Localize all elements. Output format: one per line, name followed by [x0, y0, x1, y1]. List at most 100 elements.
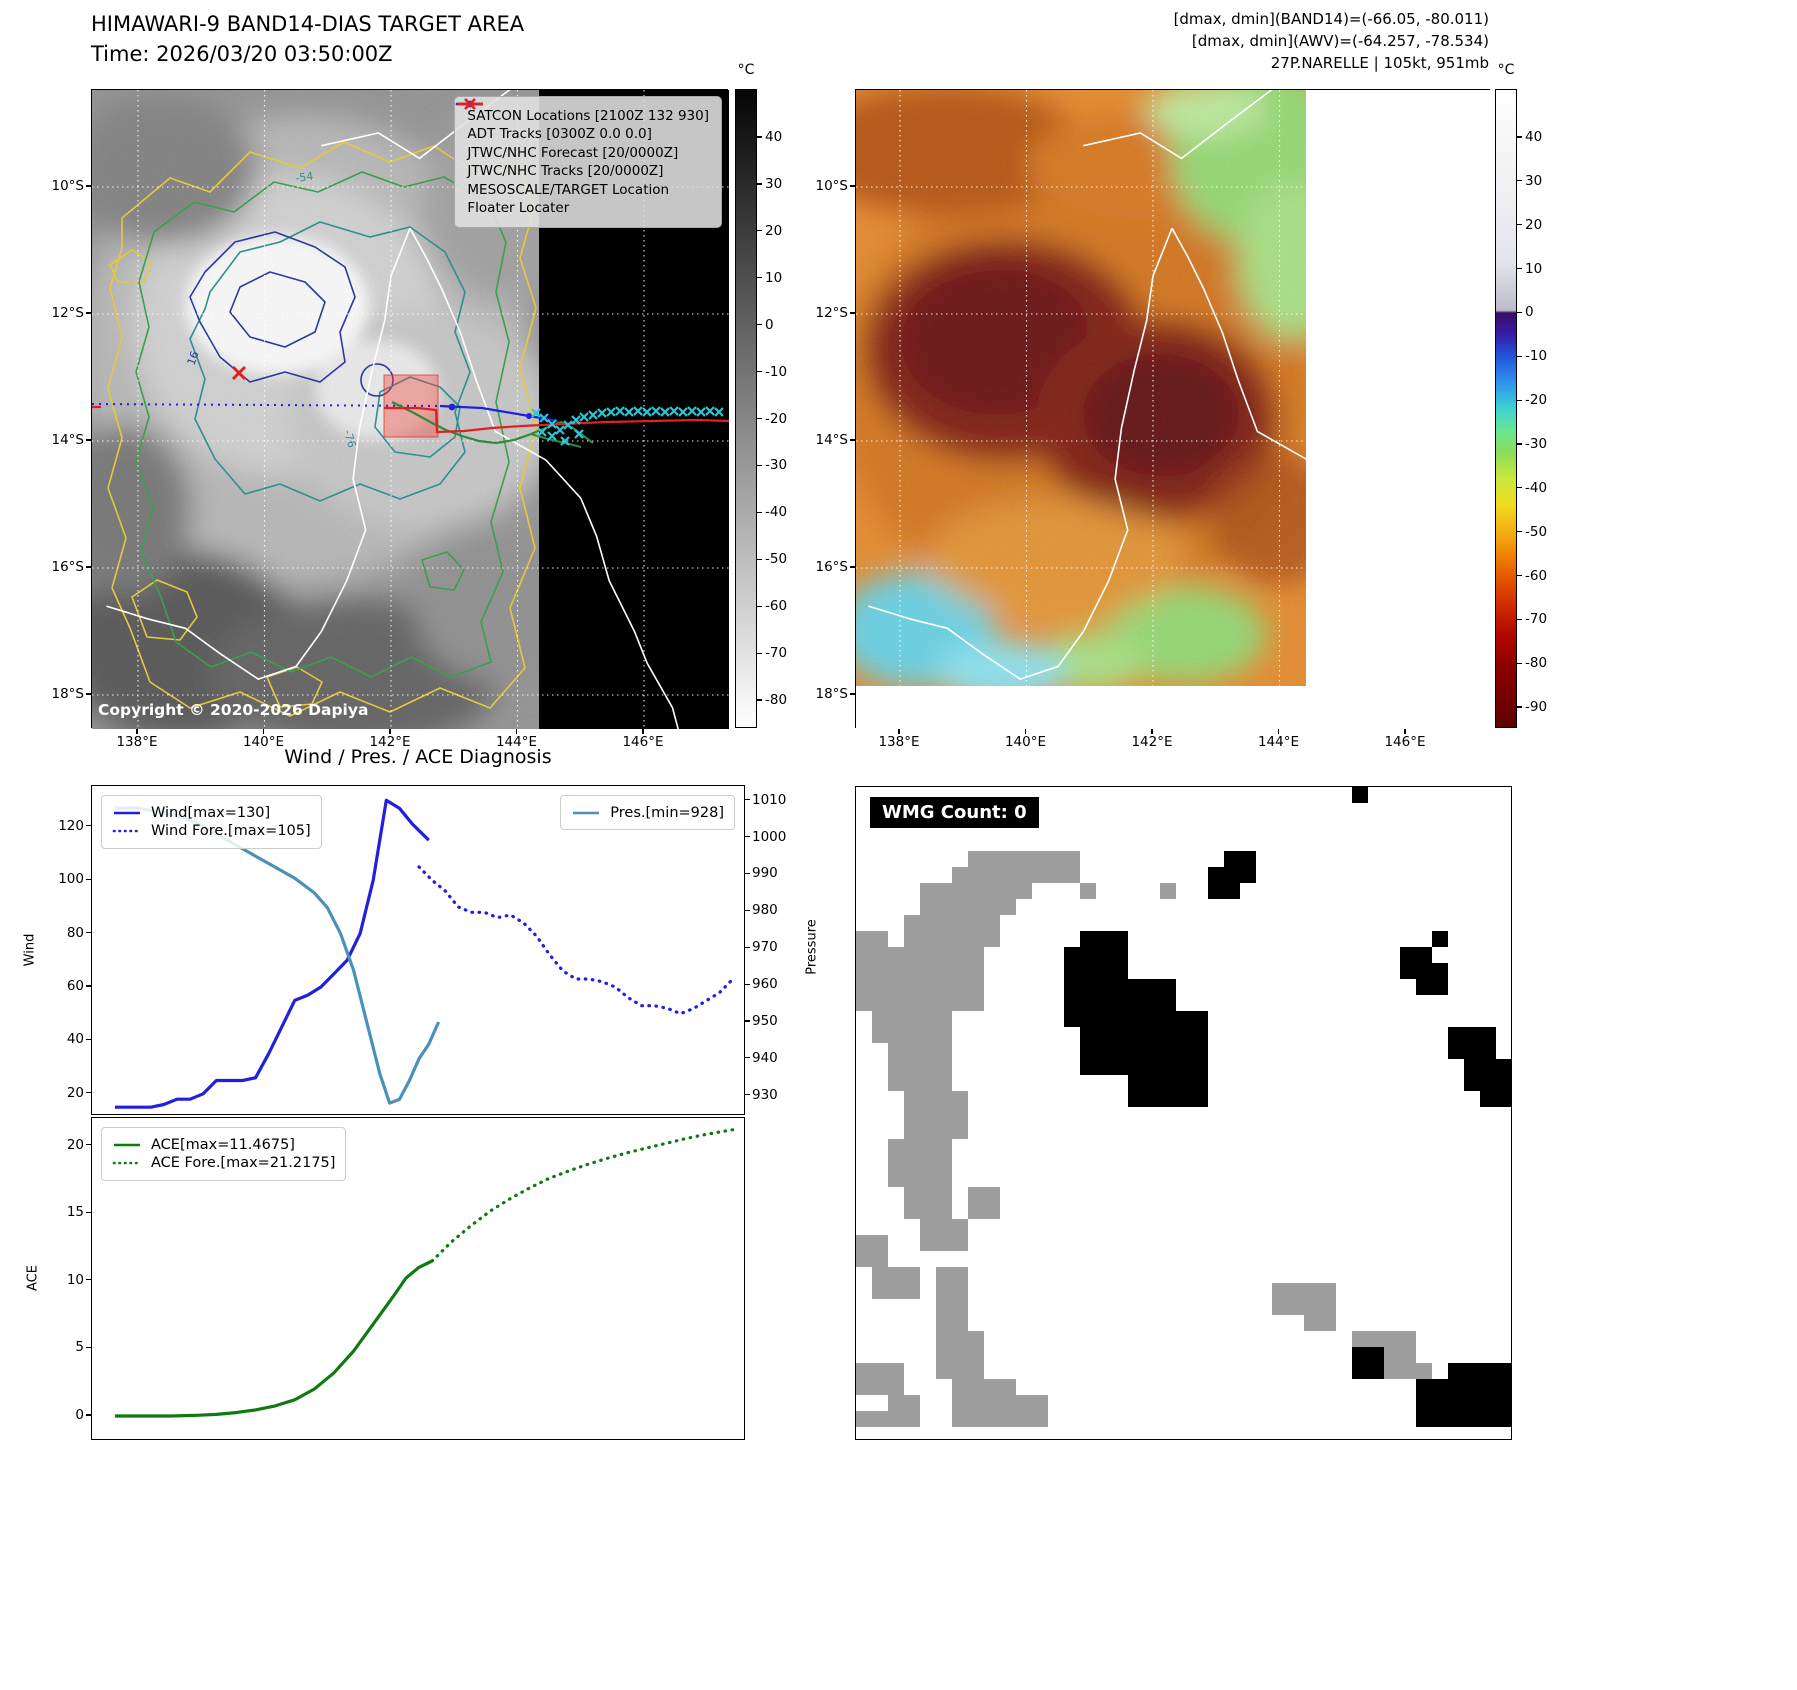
- storm-name-intensity: 27P.NARELLE | 105kt, 951mb: [1270, 54, 1489, 72]
- awv-colorbar-tick: 10: [1525, 260, 1543, 277]
- lon-tick-label: 142°E: [1131, 734, 1173, 750]
- tick-mark: [1517, 662, 1522, 664]
- wmg-cluster-gray: [936, 1267, 968, 1331]
- lat-tick-label: 10°S: [51, 178, 85, 194]
- satcon-marker: [714, 407, 724, 417]
- band14-colorbar-tick: 20: [765, 222, 783, 239]
- wmg-count-label: WMG Count: 0: [870, 797, 1039, 828]
- wmg-cluster-black: [1448, 1363, 1511, 1379]
- legend-item: ACE Fore.[max=21.2175]: [112, 1155, 335, 1171]
- tick-mark: [642, 729, 644, 734]
- wind-ytick-label: 20: [66, 1084, 84, 1101]
- wmg-cluster-gray: [856, 1363, 904, 1395]
- tick-mark: [1517, 618, 1522, 620]
- wmg-cluster-black: [1464, 1059, 1511, 1091]
- coastline-path: [1171, 227, 1441, 729]
- ace-ytick-label: 10: [66, 1271, 84, 1288]
- tick-mark: [757, 324, 762, 326]
- tick-mark: [757, 605, 762, 607]
- satcon-marker: [705, 406, 715, 416]
- awv-colorbar-tick: -80: [1525, 655, 1548, 672]
- pressure-ytick-label: 1010: [752, 791, 787, 808]
- band14-map-time: Time: 2026/03/20 03:50:00Z: [91, 42, 393, 66]
- axis-label-ace: ACE: [25, 1265, 41, 1291]
- contour-label: -76: [341, 428, 358, 449]
- awv-colorbar-tick: 30: [1525, 172, 1543, 189]
- legend-item: Wind Fore.[max=105]: [112, 823, 311, 839]
- satcon-marker: [651, 406, 661, 416]
- wind-ytick-label: 80: [66, 924, 84, 941]
- tick-mark: [1517, 355, 1522, 357]
- series-pressure: [114, 806, 441, 1105]
- wmg-cluster-gray: [1272, 1283, 1336, 1315]
- pressure-ytick-label: 970: [752, 939, 778, 956]
- legend-label: SATCON Locations [2100Z 132 930]: [467, 107, 709, 124]
- tick-mark: [1517, 574, 1522, 577]
- wind-ytick-label: 100: [58, 871, 84, 888]
- wmg-cluster-gray: [952, 979, 984, 1011]
- lon-tick-label: 140°E: [1004, 734, 1047, 750]
- awv-colorbar-tick: 0: [1525, 304, 1534, 321]
- band14-map-title: HIMAWARI-9 BAND14-DIAS TARGET AREA: [91, 12, 525, 36]
- awv-colorbar-unit: °C: [1497, 62, 1515, 78]
- band14-colorbar-tick: -70: [765, 645, 788, 662]
- wmg-cluster-gray: [984, 1395, 1048, 1427]
- legend-item: ADT Tracks [0300Z 0.0 0.0]: [457, 102, 709, 142]
- coastline-path: [409, 227, 679, 729]
- awv-colorbar-tick: -10: [1525, 348, 1548, 365]
- pressure-ytick-label: 950: [752, 1012, 778, 1029]
- copyright-label: Copyright © 2020-2026 Dapiya: [98, 701, 369, 719]
- tick-mark: [757, 136, 762, 138]
- tick-mark: [757, 558, 762, 560]
- wmg-cluster-gray: [888, 1043, 952, 1091]
- dmax-dmin-band14: [dmax, dmin](BAND14)=(-66.05, -80.011): [1173, 10, 1489, 28]
- jtwc-track-point: [448, 403, 456, 411]
- satcon-location-markers: [531, 406, 724, 446]
- tick-mark: [1517, 311, 1522, 313]
- legend-label: MESOSCALE/TARGET Location: [467, 181, 670, 198]
- satcon-marker: [563, 420, 573, 430]
- wmg-pixel-grid: [856, 787, 1511, 1439]
- satcon-marker: [547, 431, 557, 441]
- satcon-marker: [669, 406, 679, 416]
- band14-colorbar-tick: -20: [765, 410, 788, 427]
- legend-marker-dotted-icon: [112, 1161, 142, 1165]
- legend-item: JTWC/NHC Forecast [20/0000Z]: [456, 102, 709, 161]
- tick-mark: [757, 277, 762, 279]
- satcon-marker: [560, 436, 570, 446]
- awv-colorbar-tick: -20: [1525, 392, 1548, 409]
- wmg-cluster-gray: [1384, 1363, 1432, 1379]
- wmg-cluster-gray: [904, 1187, 952, 1219]
- lat-tick-label: 16°S: [51, 559, 85, 575]
- diagnosis-title: Wind / Pres. / ACE Diagnosis: [284, 746, 552, 768]
- wmg-cluster-gray: [920, 1219, 968, 1251]
- lat-tick-label: 12°S: [51, 305, 85, 321]
- wmg-cluster-black: [1480, 1091, 1511, 1107]
- series-ace: [114, 1259, 433, 1418]
- wmg-cluster-gray: [904, 915, 1000, 947]
- wmg-cluster-gray: [1304, 1315, 1336, 1331]
- wmg-cluster-gray: [856, 1235, 888, 1267]
- contour-value-labels: -54 -76 16: [185, 170, 359, 450]
- lat-tick-label: 12°S: [815, 305, 849, 321]
- wmg-cluster-gray: [888, 1139, 952, 1187]
- pressure-ytick-label: 930: [752, 1086, 778, 1103]
- satcon-marker: [642, 407, 652, 417]
- awv-colorbar-tick: -60: [1525, 567, 1548, 584]
- pressure-ytick-label: 960: [752, 976, 778, 993]
- awv-color-imagery: [856, 90, 1306, 686]
- pressure-ytick-label: 940: [752, 1049, 778, 1066]
- ace-ytick-label: 0: [75, 1406, 84, 1423]
- pressure-ytick-label: 990: [752, 865, 778, 882]
- floater-track: [384, 406, 729, 434]
- legend-label: Pres.[min=928]: [610, 804, 724, 821]
- legend-label: ACE[max=11.4675]: [151, 1136, 295, 1153]
- tick-mark: [515, 729, 518, 734]
- satcon-marker: [615, 406, 625, 416]
- tick-mark: [262, 729, 265, 734]
- tick-mark: [1517, 399, 1522, 401]
- ace-ytick-label: 20: [66, 1136, 84, 1153]
- tick-mark: [1277, 729, 1280, 734]
- legend-marker-dotted-icon: [112, 829, 142, 833]
- legend-item: Floater Locater: [457, 102, 709, 216]
